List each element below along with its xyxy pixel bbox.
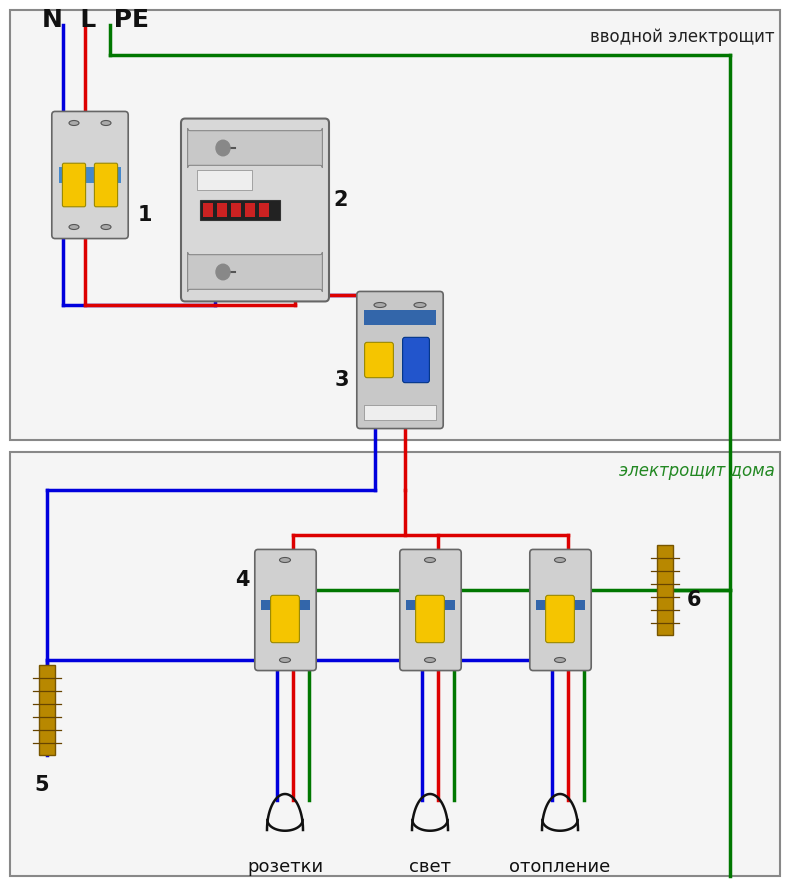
Bar bbox=[231, 203, 241, 217]
Circle shape bbox=[216, 140, 230, 155]
FancyBboxPatch shape bbox=[402, 337, 430, 383]
Bar bbox=[217, 203, 227, 217]
Ellipse shape bbox=[425, 657, 435, 662]
FancyBboxPatch shape bbox=[181, 119, 329, 301]
Bar bbox=[364, 310, 436, 325]
FancyBboxPatch shape bbox=[365, 343, 394, 377]
Bar bbox=[259, 203, 269, 217]
Bar bbox=[536, 600, 585, 610]
Text: 4: 4 bbox=[235, 570, 250, 590]
Bar bbox=[245, 203, 255, 217]
Text: электрощит дома: электрощит дома bbox=[619, 462, 775, 480]
Ellipse shape bbox=[69, 225, 79, 229]
Ellipse shape bbox=[414, 303, 426, 307]
Ellipse shape bbox=[101, 121, 111, 125]
FancyBboxPatch shape bbox=[357, 291, 443, 429]
FancyBboxPatch shape bbox=[254, 550, 316, 670]
Ellipse shape bbox=[279, 558, 290, 562]
FancyBboxPatch shape bbox=[187, 128, 322, 168]
Ellipse shape bbox=[554, 558, 566, 562]
Ellipse shape bbox=[101, 225, 111, 229]
Ellipse shape bbox=[425, 558, 435, 562]
Bar bbox=[203, 203, 213, 217]
FancyBboxPatch shape bbox=[416, 595, 445, 643]
Ellipse shape bbox=[374, 303, 386, 307]
Bar bbox=[10, 10, 780, 440]
FancyBboxPatch shape bbox=[62, 163, 86, 207]
Ellipse shape bbox=[279, 657, 290, 662]
Text: вводной электрощит: вводной электрощит bbox=[590, 28, 775, 46]
Bar bbox=[10, 452, 780, 876]
Ellipse shape bbox=[69, 121, 79, 125]
Text: 1: 1 bbox=[138, 205, 153, 225]
Bar bbox=[200, 200, 280, 220]
FancyBboxPatch shape bbox=[187, 252, 322, 292]
Bar bbox=[364, 405, 436, 420]
Bar bbox=[39, 665, 55, 755]
Text: свет: свет bbox=[409, 858, 451, 876]
Text: 5: 5 bbox=[34, 775, 50, 795]
Text: 2: 2 bbox=[333, 190, 347, 210]
Ellipse shape bbox=[554, 657, 566, 662]
FancyBboxPatch shape bbox=[94, 163, 118, 207]
Text: отопление: отопление bbox=[510, 858, 610, 876]
FancyBboxPatch shape bbox=[530, 550, 591, 670]
FancyBboxPatch shape bbox=[52, 112, 128, 239]
Bar bbox=[406, 600, 455, 610]
Circle shape bbox=[216, 265, 230, 280]
Ellipse shape bbox=[374, 413, 386, 417]
FancyBboxPatch shape bbox=[400, 550, 461, 670]
Text: 3: 3 bbox=[335, 370, 350, 390]
Bar bbox=[197, 170, 252, 190]
Bar bbox=[657, 545, 673, 635]
Ellipse shape bbox=[414, 413, 426, 417]
Text: розетки: розетки bbox=[247, 858, 323, 876]
FancyBboxPatch shape bbox=[270, 595, 299, 643]
Bar bbox=[59, 167, 121, 183]
Text: N  L  PE: N L PE bbox=[42, 8, 149, 32]
Text: 6: 6 bbox=[687, 590, 702, 610]
Bar bbox=[261, 600, 310, 610]
FancyBboxPatch shape bbox=[546, 595, 574, 643]
